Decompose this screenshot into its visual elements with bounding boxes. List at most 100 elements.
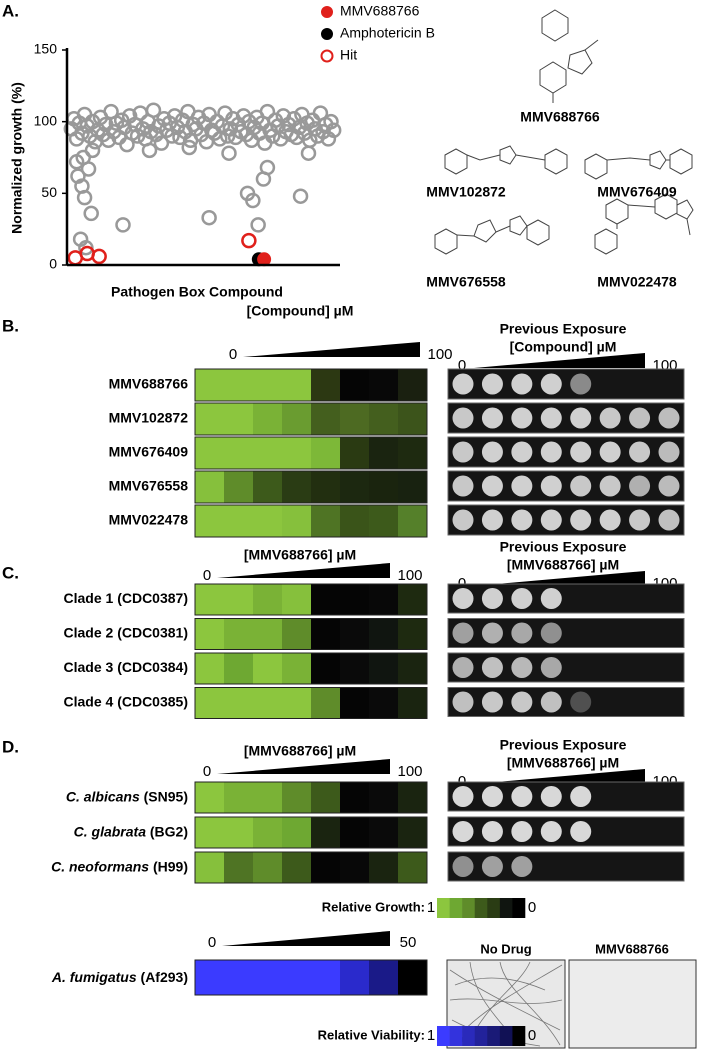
legend-label: Relative Viability: [318, 1027, 425, 1042]
concentration-wedge [222, 931, 390, 946]
heatmap-cell [311, 782, 341, 813]
heatmap-cell [282, 852, 312, 883]
spot [540, 588, 562, 609]
heatmap-cell [282, 437, 312, 469]
heatmap-cell [398, 618, 428, 650]
heatmap-cell [369, 403, 399, 435]
heatmap-cell [224, 782, 254, 813]
heatmap-cell [253, 403, 283, 435]
heatmap-cell [311, 687, 341, 719]
point [84, 142, 101, 159]
heatmap-cell [195, 960, 225, 995]
exposure-title: [Compound] µM [510, 339, 617, 355]
heatmap-cell [253, 782, 283, 813]
heatmap-cell [369, 584, 399, 615]
heatmap-cell [195, 403, 225, 435]
concentration-wedge [474, 353, 645, 368]
heatmap-border [194, 652, 428, 685]
spot [481, 622, 503, 644]
species: A. fumigatus [51, 969, 137, 985]
spot [511, 786, 533, 807]
heatmap-cell [253, 584, 283, 615]
spot [481, 856, 503, 877]
structures [434, 9, 694, 255]
concentration-wedge [217, 759, 390, 774]
heatmap-cell [340, 782, 370, 813]
heatmap-title: [Compound] µM [247, 303, 354, 319]
spot [452, 407, 474, 429]
spot [599, 441, 621, 463]
point [323, 113, 339, 130]
row-label: Clade 1 (CDC0387) [64, 590, 189, 606]
exposure-title: Previous Exposure [500, 737, 627, 753]
heatmap-cell [253, 653, 283, 684]
spot [452, 856, 474, 877]
heatmap-cell [224, 618, 254, 650]
spot [658, 509, 680, 531]
heatmap-cell [224, 403, 254, 435]
strain: (H99) [153, 858, 188, 874]
point [245, 192, 261, 209]
exposure-min: 0 [458, 773, 466, 790]
spot [570, 821, 592, 842]
heatmap-cell [224, 960, 254, 995]
point [300, 145, 317, 161]
row-label: MMV676558 [109, 478, 189, 494]
heatmap-cell [369, 782, 399, 813]
heatmap-cell [398, 369, 428, 401]
heatmap-cell [282, 618, 312, 650]
legend-swatch [449, 1026, 463, 1046]
spot [570, 373, 592, 395]
heatmap-cell [224, 817, 254, 848]
point [141, 142, 158, 159]
row-label: Clade 2 (CDC0381) [64, 625, 189, 641]
point [292, 188, 309, 204]
heatmap-cell [398, 471, 428, 503]
spot [452, 475, 474, 497]
y-tick-label: 150 [34, 41, 58, 57]
heatmap-cell [340, 471, 370, 503]
spot [540, 373, 562, 395]
heatmap-border [194, 436, 428, 470]
spot [452, 622, 474, 644]
legend-label: MMV688766 [340, 3, 420, 19]
concentration-wedge [474, 571, 645, 586]
spot [570, 407, 592, 429]
spot [481, 821, 503, 842]
spot [481, 373, 503, 395]
legend-low: 0 [528, 1027, 536, 1044]
row-label: Clade 3 (CDC0384) [64, 659, 189, 675]
spot [481, 407, 503, 429]
spot [599, 509, 621, 531]
legend-swatch [487, 898, 501, 918]
spot [629, 441, 651, 463]
heatmap-border [194, 368, 428, 402]
image-label: No Drug [480, 941, 531, 956]
heatmap-cell [340, 584, 370, 615]
x-axis-label: Pathogen Box Compound [111, 284, 283, 300]
spot [511, 588, 533, 609]
heatmap-cell [282, 687, 312, 719]
heatmap-cell [253, 960, 283, 995]
heatmap-cell [369, 618, 399, 650]
y-tick-label: 0 [49, 256, 57, 272]
heatmap-cell [398, 687, 428, 719]
hyphae [449, 961, 563, 1047]
spot [481, 657, 503, 678]
legend-swatch [499, 1026, 513, 1046]
heatmap-cell [311, 369, 341, 401]
heatmap-cell [224, 687, 254, 719]
heatmap-cell [195, 505, 225, 537]
row-label: MMV102872 [109, 410, 189, 426]
exposure-title: Previous Exposure [500, 539, 627, 555]
spot [452, 691, 474, 713]
spot [511, 622, 533, 644]
heatmap-cell [224, 653, 254, 684]
spot [481, 475, 503, 497]
heatmap-cell [340, 369, 370, 401]
heatmap-cell [340, 505, 370, 537]
heatmap-cell [311, 584, 341, 615]
heatmap-cell [398, 960, 428, 995]
point [201, 209, 217, 226]
point [221, 145, 237, 161]
